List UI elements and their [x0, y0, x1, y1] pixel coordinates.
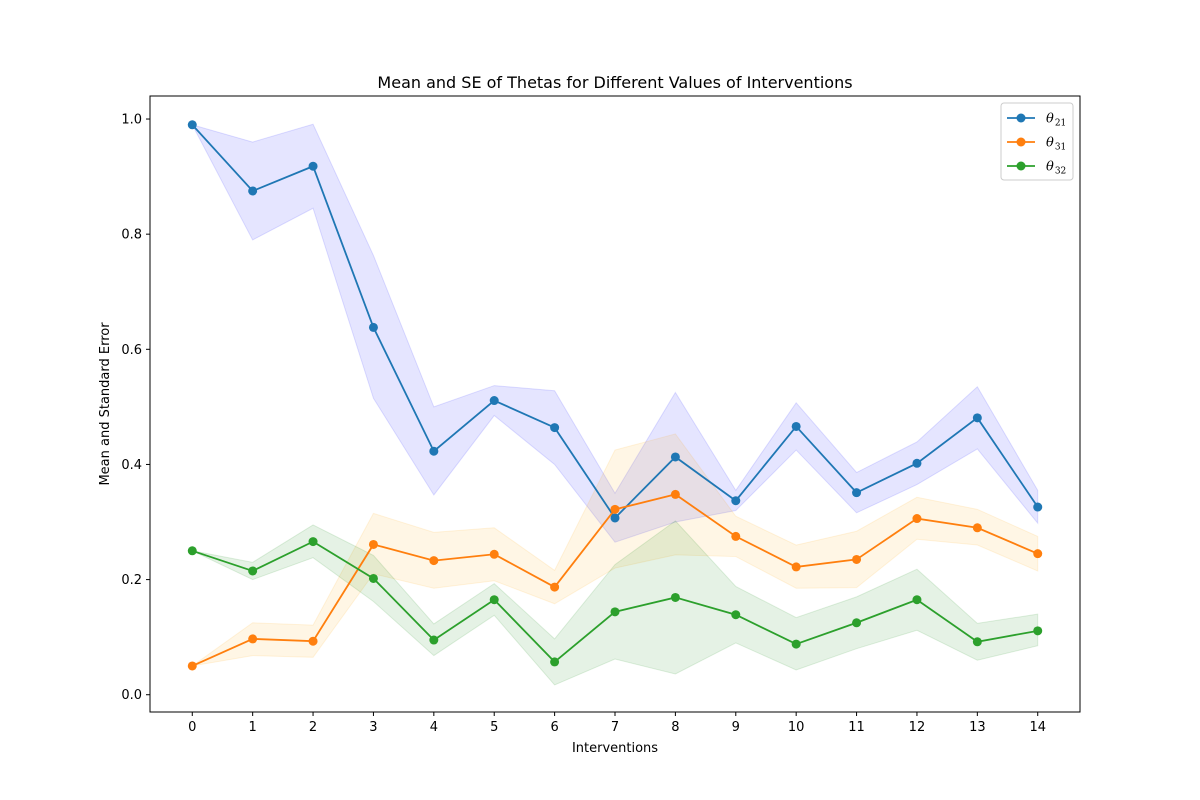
x-tick-label: 9: [732, 720, 740, 735]
point-series-21-3: [368, 322, 378, 332]
point-series-21-5: [489, 396, 499, 406]
legend-marker-32: [1016, 161, 1026, 171]
y-tick-label: 0.2: [121, 573, 142, 588]
x-tick-label: 1: [249, 720, 257, 735]
point-series-31-12: [912, 514, 922, 524]
point-series-21-12: [912, 458, 922, 468]
x-tick-label: 13: [969, 720, 986, 735]
point-series-31-0: [187, 661, 197, 671]
point-series-32-4: [429, 635, 439, 645]
x-axis-title: Interventions: [572, 741, 658, 756]
point-series-32-11: [852, 618, 862, 628]
point-series-32-8: [670, 592, 680, 602]
point-series-21-7: [610, 513, 620, 523]
x-tick-label: 2: [309, 720, 317, 735]
chart-title: Mean and SE of Thetas for Different Valu…: [377, 73, 852, 92]
point-series-32-9: [731, 610, 741, 620]
x-tick-label: 14: [1029, 720, 1046, 735]
point-series-21-2: [308, 161, 318, 171]
point-series-21-6: [550, 423, 560, 433]
x-tick-label: 0: [188, 720, 196, 735]
series-markers: [187, 120, 1043, 671]
point-series-32-13: [972, 637, 982, 647]
x-tick-label: 7: [611, 720, 619, 735]
x-tick-label: 10: [788, 720, 805, 735]
point-series-31-3: [368, 539, 378, 549]
y-axis: 0.0 0.2 0.4 0.6 0.8 1.0: [121, 113, 150, 703]
point-series-32-2: [308, 537, 318, 547]
point-series-32-3: [368, 573, 378, 583]
point-series-21-9: [731, 496, 741, 506]
point-series-32-10: [791, 639, 801, 649]
y-axis-title: Mean and Standard Error: [98, 322, 113, 486]
x-axis: 0 1 2 3 4 5 6 7 8 9 10 11 12 13 14: [188, 712, 1046, 735]
point-series-32-14: [1033, 626, 1043, 636]
point-series-21-1: [248, 186, 258, 196]
point-series-21-8: [670, 452, 680, 462]
point-series-21-4: [429, 446, 439, 456]
point-series-31-8: [670, 489, 680, 499]
point-series-32-7: [610, 607, 620, 617]
x-tick-label: 5: [490, 720, 498, 735]
point-series-31-6: [550, 582, 560, 592]
point-series-32-6: [550, 657, 560, 667]
y-tick-label: 0.0: [121, 688, 142, 703]
x-tick-label: 4: [430, 720, 438, 735]
point-series-31-1: [248, 634, 258, 644]
legend-marker-21: [1016, 113, 1026, 123]
point-series-31-13: [972, 523, 982, 533]
y-tick-label: 0.4: [121, 458, 142, 473]
point-series-32-5: [489, 595, 499, 605]
x-tick-label: 8: [671, 720, 679, 735]
point-series-31-10: [791, 562, 801, 572]
legend-frame: [1000, 102, 1074, 181]
y-tick-label: 1.0: [121, 113, 142, 128]
point-series-32-0: [187, 546, 197, 556]
point-series-21-11: [852, 488, 862, 498]
y-tick-label: 0.6: [121, 343, 142, 358]
point-series-21-10: [791, 421, 801, 431]
point-series-31-5: [489, 549, 499, 559]
x-tick-label: 3: [369, 720, 377, 735]
point-series-31-7: [610, 504, 620, 514]
point-series-32-1: [248, 566, 258, 576]
point-series-21-0: [187, 120, 197, 130]
point-series-31-11: [852, 554, 862, 564]
point-series-31-4: [429, 556, 439, 566]
point-series-21-13: [972, 413, 982, 423]
point-series-21-14: [1033, 502, 1043, 512]
point-series-31-2: [308, 636, 318, 646]
point-series-32-12: [912, 595, 922, 605]
legend-marker-31: [1016, 137, 1026, 147]
x-tick-label: 12: [909, 720, 926, 735]
point-series-31-14: [1033, 549, 1043, 559]
y-tick-label: 0.8: [121, 228, 142, 243]
point-series-31-9: [731, 531, 741, 541]
x-tick-label: 6: [550, 720, 558, 735]
x-tick-label: 11: [848, 720, 865, 735]
